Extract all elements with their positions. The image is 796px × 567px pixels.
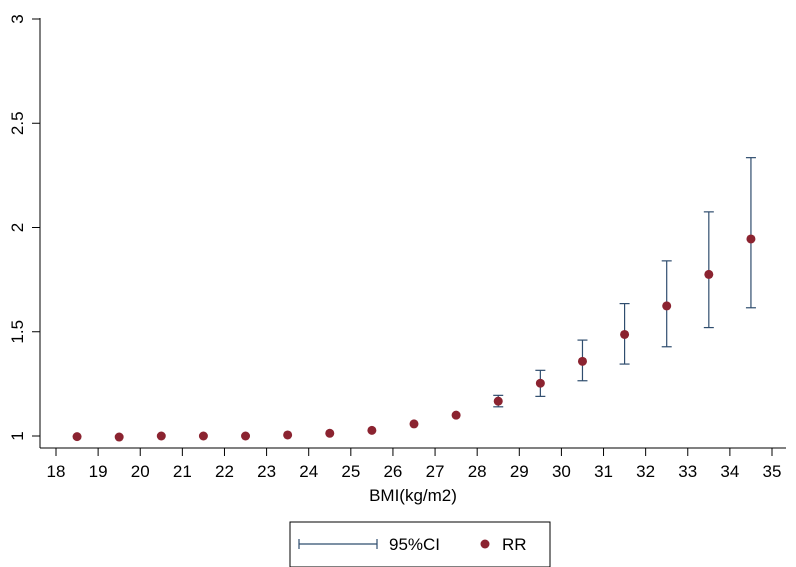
x-tick-label: 19 [89, 462, 108, 481]
rr-point [367, 425, 377, 435]
y-tick-label: 1 [8, 431, 27, 440]
rr-point [325, 428, 335, 438]
legend-ci-label: 95%CI [389, 535, 440, 554]
x-tick-label: 35 [763, 462, 782, 481]
rr-point [662, 301, 672, 311]
x-tick-label: 25 [341, 462, 360, 481]
x-tick-label: 26 [383, 462, 402, 481]
rr-point [409, 419, 419, 429]
x-tick-label: 33 [678, 462, 697, 481]
y-tick-label: 2.5 [8, 111, 27, 135]
x-axis: 18 19 20 21 22 23 24 25 26 27 28 29 30 31 32 33 34 35 BMI… [40, 447, 786, 505]
rr-point [283, 430, 293, 440]
x-tick-label: 21 [173, 462, 192, 481]
x-tick-label: 34 [720, 462, 739, 481]
x-tick-label: 27 [426, 462, 445, 481]
rr-point [577, 356, 587, 366]
x-tick-label: 29 [510, 462, 529, 481]
y-tick-label: 1.5 [8, 320, 27, 344]
rr-point [493, 396, 503, 406]
rr-point [114, 432, 124, 442]
x-tick-label: 20 [131, 462, 150, 481]
x-tick-label: 30 [552, 462, 571, 481]
ci-bar [745, 157, 756, 309]
x-tick-label: 22 [215, 462, 234, 481]
rr-series [72, 234, 756, 442]
rr-point [535, 378, 545, 388]
x-tick-label: 23 [257, 462, 276, 481]
y-tick-label: 3 [8, 14, 27, 23]
x-tick-label: 31 [594, 462, 613, 481]
rr-point [198, 431, 208, 441]
rr-point [746, 234, 756, 244]
legend-item-rr: RR [480, 535, 527, 554]
x-axis-label: BMI(kg/m2) [369, 486, 457, 505]
x-ticks: 18 19 20 21 22 23 24 25 26 27 28 29 30 31 32 33 34 35 [47, 448, 782, 481]
legend-item-ci: 95%CI [298, 535, 440, 554]
x-tick-label: 18 [47, 462, 66, 481]
x-tick-label: 24 [299, 462, 318, 481]
rr-point [620, 329, 630, 339]
rr-point [156, 431, 166, 441]
rr-point [704, 269, 714, 279]
legend-rr-label: RR [502, 535, 527, 554]
x-tick-label: 28 [468, 462, 487, 481]
rr-point [72, 432, 82, 442]
ci-bar [703, 211, 714, 329]
rr-point [241, 431, 251, 441]
legend: 95%CI RR [289, 521, 551, 567]
y-axis: 1 1.5 2 2.5 3 [8, 14, 41, 448]
y-ticks: 1 1.5 2 2.5 3 [8, 14, 40, 441]
ci-series [493, 157, 756, 408]
rr-point [451, 410, 461, 420]
legend-rr-dot [480, 539, 490, 549]
y-tick-label: 2 [8, 223, 27, 232]
x-tick-label: 32 [636, 462, 655, 481]
